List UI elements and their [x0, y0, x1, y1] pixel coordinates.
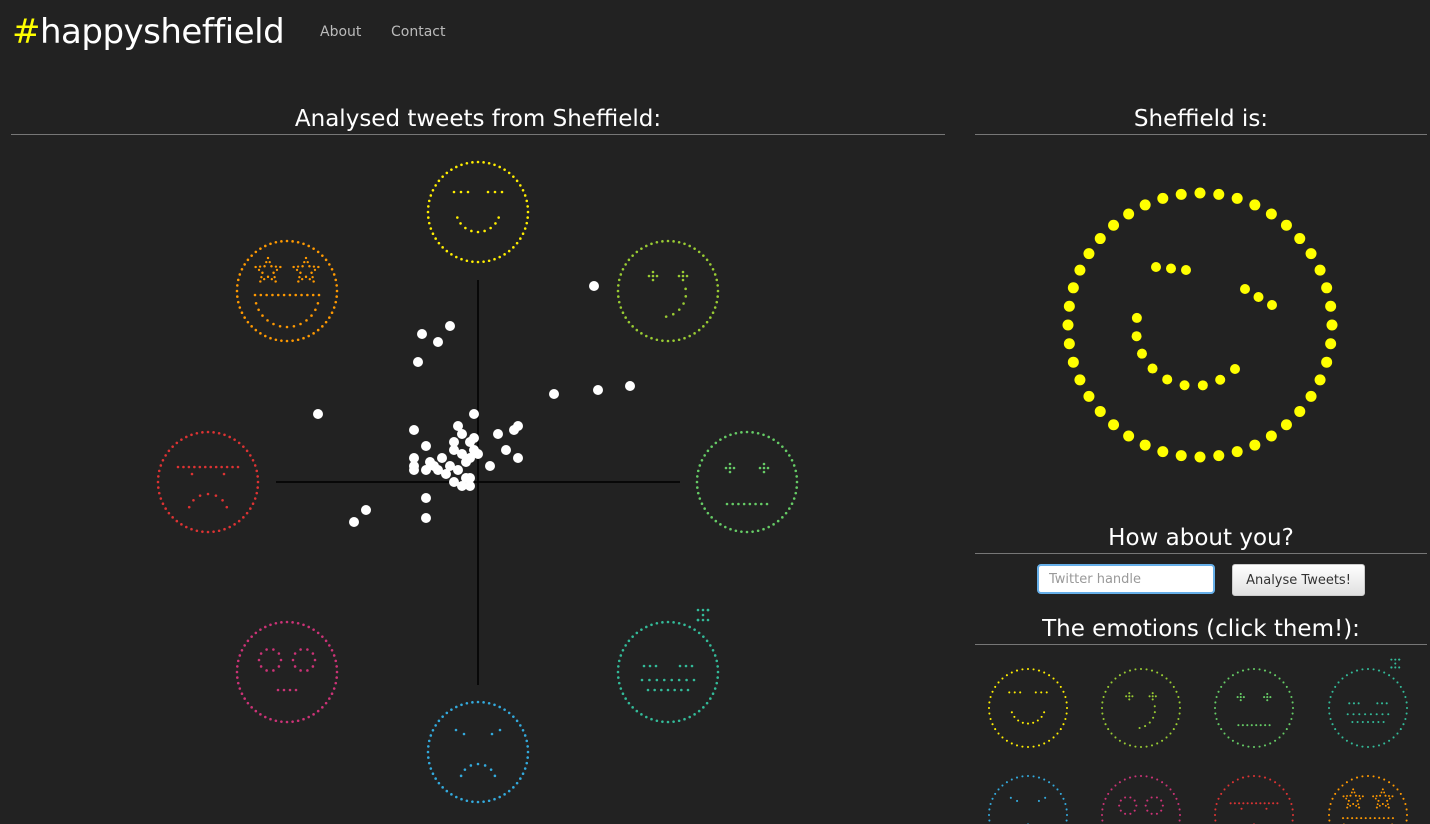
navbar: #happysheffield About Contact — [0, 0, 1430, 64]
nav-link-contact[interactable]: Contact — [391, 24, 446, 40]
tweet-point — [433, 337, 443, 347]
tweet-point — [625, 381, 635, 391]
city-mood-heading: Sheffield is: — [975, 104, 1427, 135]
tweet-point — [409, 461, 419, 471]
tweet-point — [493, 429, 503, 439]
emotion-sad-icon[interactable] — [987, 774, 1069, 824]
tweet-point — [413, 357, 423, 367]
emotion-excited-icon[interactable] — [1327, 774, 1409, 824]
tweet-points — [313, 281, 635, 527]
tweet-point — [409, 453, 419, 463]
brand-name: happysheffield — [40, 12, 285, 52]
tweet-point — [469, 433, 479, 443]
happy-face-icon[interactable] — [426, 160, 530, 264]
tweet-point — [513, 453, 523, 463]
tweet-point — [361, 505, 371, 515]
how-about-you-heading: How about you? — [975, 523, 1427, 554]
emotion-sleepy-icon[interactable] — [1327, 658, 1409, 749]
surprised-face-icon[interactable] — [235, 620, 339, 724]
tweet-point — [421, 513, 431, 523]
tweet-point — [457, 449, 467, 459]
emotion-surprised-icon[interactable] — [1100, 774, 1182, 824]
proud-face-icon[interactable] — [616, 239, 720, 343]
tweet-point — [313, 409, 323, 419]
tweet-point — [441, 469, 451, 479]
tweet-point — [433, 465, 443, 475]
tweet-point — [421, 465, 431, 475]
twitter-handle-input[interactable] — [1037, 564, 1215, 594]
tweet-point — [349, 517, 359, 527]
tweet-point — [593, 385, 603, 395]
tweet-point — [465, 473, 475, 483]
tweet-point — [457, 481, 467, 491]
brand-logo[interactable]: #happysheffield — [12, 10, 285, 54]
sleepy-face-icon[interactable] — [616, 608, 720, 724]
nav-link-about[interactable]: About — [320, 24, 362, 40]
excited-face-icon[interactable] — [235, 239, 339, 343]
brand-hash: # — [12, 12, 41, 52]
tweet-point — [437, 453, 447, 463]
angry-face-icon[interactable] — [156, 430, 260, 534]
winking-face-icon — [1062, 187, 1338, 463]
emotion-calm-icon[interactable] — [1213, 667, 1295, 749]
tweet-point — [473, 449, 483, 459]
tweet-point — [549, 389, 559, 399]
tweet-point — [449, 445, 459, 455]
tweet-point — [513, 421, 523, 431]
tweet-point — [457, 429, 467, 439]
tweet-point — [453, 421, 463, 431]
emotion-angry-icon[interactable] — [1213, 774, 1295, 824]
tweet-point — [421, 441, 431, 451]
sad-face-icon[interactable] — [426, 700, 530, 804]
tweet-point — [449, 477, 459, 487]
emotions-heading: The emotions (click them!): — [975, 614, 1427, 645]
tweet-point — [409, 425, 419, 435]
analyse-tweets-button[interactable]: Analyse Tweets! — [1232, 564, 1365, 596]
tweet-point — [449, 437, 459, 447]
analysed-tweets-heading: Analysed tweets from Sheffield: — [11, 104, 945, 135]
tweet-point — [445, 321, 455, 331]
tweet-point — [485, 461, 495, 471]
plot-axes — [276, 280, 680, 685]
tweet-point — [421, 493, 431, 503]
tweet-point — [469, 409, 479, 419]
tweet-point — [453, 465, 463, 475]
tweet-point — [589, 281, 599, 291]
emotion-happy-icon[interactable] — [987, 667, 1069, 749]
tweet-point — [501, 445, 511, 455]
tweet-point — [461, 457, 471, 467]
tweet-point — [465, 481, 475, 491]
tweet-point — [417, 329, 427, 339]
tweet-point — [445, 461, 455, 471]
calm-face-icon[interactable] — [695, 430, 799, 534]
emotion-proud-icon[interactable] — [1100, 667, 1182, 749]
